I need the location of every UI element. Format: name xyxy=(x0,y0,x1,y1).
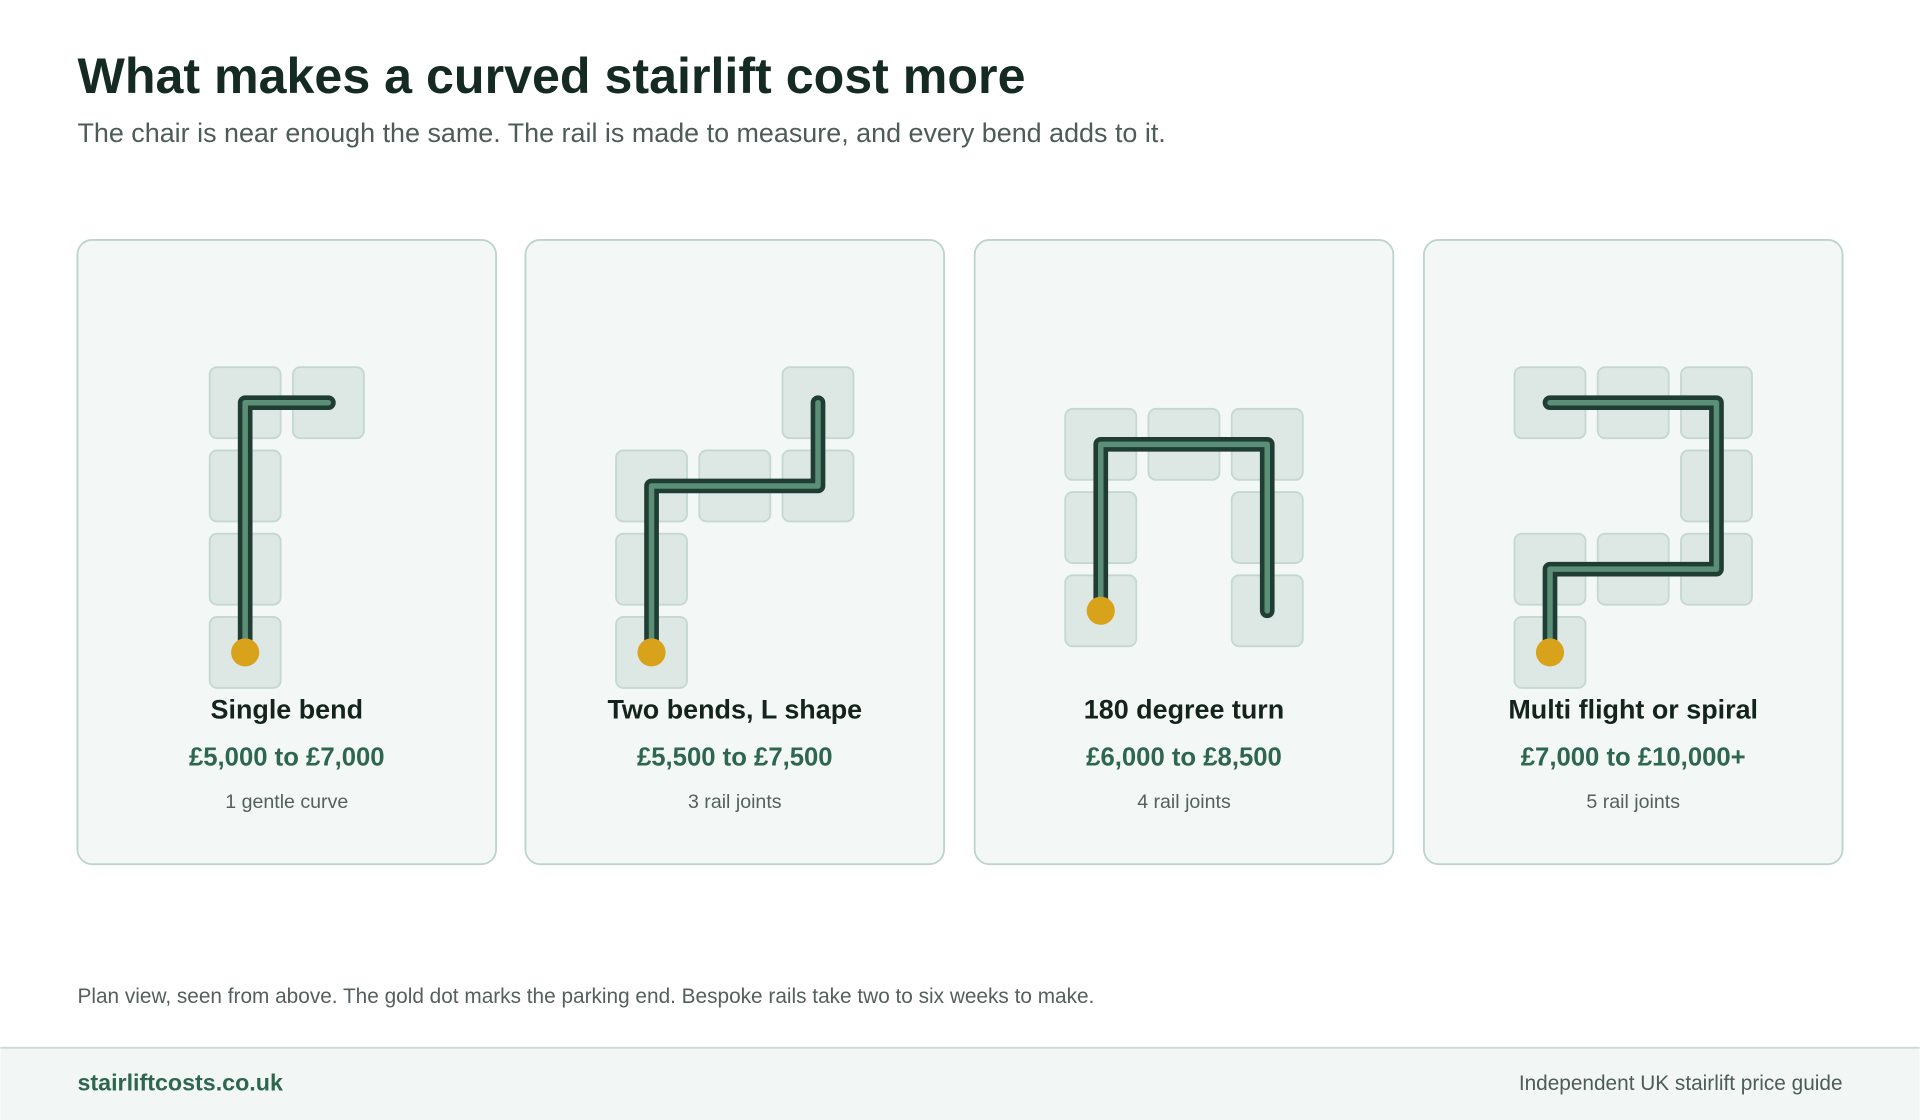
subtitle: The chair is near enough the same. The r… xyxy=(77,118,1165,148)
card-price: £7,000 to £10,000+ xyxy=(1521,744,1746,772)
card xyxy=(76,238,498,866)
card-price: £5,000 to £7,000 xyxy=(189,744,385,772)
parking-dot xyxy=(1535,638,1565,667)
card-price: £5,500 to £7,500 xyxy=(637,744,833,772)
card-note: 3 rail joints xyxy=(688,791,782,813)
card xyxy=(973,238,1395,866)
card-label: Single bend xyxy=(211,694,363,724)
footer-tagline: Independent UK stairlift price guide xyxy=(1519,1072,1843,1095)
parking-dot xyxy=(637,638,666,667)
footer-site: stairliftcosts.co.uk xyxy=(77,1070,283,1096)
card-price: £6,000 to £8,500 xyxy=(1086,744,1282,772)
rail-inner xyxy=(1547,399,1720,656)
rail-inner xyxy=(648,399,821,656)
parking-dot xyxy=(1086,596,1115,625)
card-note: 1 gentle curve xyxy=(225,791,348,813)
rail-inner xyxy=(242,399,332,656)
footer-band xyxy=(0,1047,1920,1120)
parking-dot xyxy=(231,638,260,667)
card-label: 180 degree turn xyxy=(1084,694,1284,724)
card-note: 4 rail joints xyxy=(1137,791,1231,813)
card-label: Two bends, L shape xyxy=(607,694,862,724)
cards: Single bend £5,000 to £7,000 1 gentle curv… xyxy=(76,238,1844,866)
card-label: Multi flight or spiral xyxy=(1508,694,1758,724)
card-note: 5 rail joints xyxy=(1586,791,1680,813)
rail-inner xyxy=(1098,441,1270,614)
caption: Plan view, seen from above. The gold dot… xyxy=(77,985,1094,1008)
title: What makes a curved stairlift cost more xyxy=(77,48,1025,104)
